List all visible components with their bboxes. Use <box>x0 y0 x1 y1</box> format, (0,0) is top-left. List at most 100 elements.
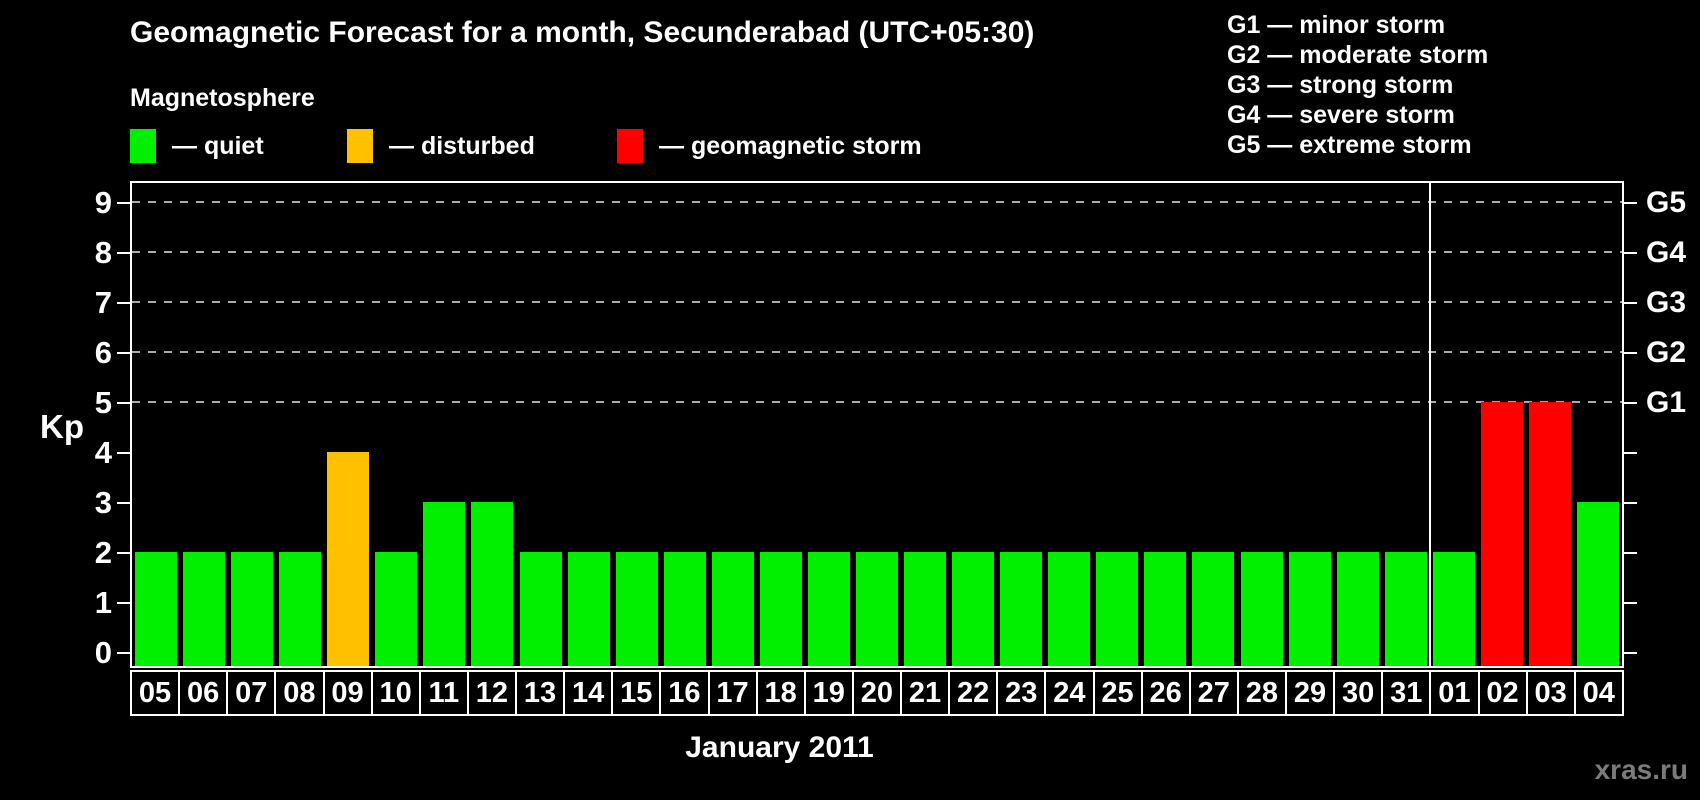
legend-item-disturbed: — disturbed <box>347 128 535 164</box>
day-label-26: 26 <box>1140 670 1191 716</box>
kp-bar-day-11 <box>423 502 466 666</box>
disturbed-color-swatch <box>347 129 373 163</box>
kp-bar-day-08 <box>279 552 322 666</box>
kp-bar-day-03 <box>1528 402 1571 666</box>
g-axis-label-G4: G4 <box>1646 236 1687 269</box>
y-axis-tick-right <box>1624 252 1637 254</box>
gridline-kp-8 <box>132 251 1622 253</box>
kp-bar-day-27 <box>1192 552 1235 666</box>
y-axis-tick-right <box>1624 352 1637 354</box>
kp-bar-day-18 <box>759 552 802 666</box>
kp-bar-day-13 <box>519 552 562 666</box>
y-axis-tick-label: 2 <box>94 535 112 570</box>
day-label-25: 25 <box>1092 670 1143 716</box>
watermark: xras.ru <box>1594 754 1688 785</box>
y-axis-tick-right <box>1624 652 1637 654</box>
g-axis-label-G3: G3 <box>1646 286 1687 319</box>
gridline-kp-5 <box>132 401 1622 403</box>
x-axis-title: January 2011 <box>685 731 874 764</box>
day-label-05: 05 <box>130 670 181 716</box>
y-axis-tick-right <box>1624 302 1637 304</box>
legend-item-label: — disturbed <box>389 131 535 160</box>
y-axis-tick-left <box>117 652 130 654</box>
day-label-01: 01 <box>1429 670 1480 716</box>
y-axis-tick-left <box>117 352 130 354</box>
y-axis-tick-left <box>117 452 130 454</box>
kp-bar-day-01 <box>1432 552 1475 666</box>
y-axis-tick-left <box>117 552 130 554</box>
kp-bar-day-31 <box>1384 552 1427 666</box>
kp-bar-day-23 <box>1000 552 1043 666</box>
day-label-29: 29 <box>1285 670 1336 716</box>
kp-bar-day-24 <box>1048 552 1091 666</box>
day-label-13: 13 <box>515 670 566 716</box>
day-label-14: 14 <box>563 670 614 716</box>
day-label-12: 12 <box>466 670 517 716</box>
day-label-17: 17 <box>707 670 758 716</box>
y-axis-tick-left <box>117 402 130 404</box>
month-separator-line <box>1428 183 1431 666</box>
g-axis-label-G2: G2 <box>1646 336 1687 369</box>
day-label-27: 27 <box>1188 670 1239 716</box>
kp-bar-day-04 <box>1576 502 1619 666</box>
day-label-21: 21 <box>900 670 951 716</box>
day-label-19: 19 <box>803 670 854 716</box>
y-axis-tick-right <box>1624 502 1637 504</box>
y-axis-tick-right <box>1624 202 1637 204</box>
kp-bar-day-02 <box>1480 402 1523 666</box>
day-label-09: 09 <box>322 670 373 716</box>
gridline-kp-6 <box>132 351 1622 353</box>
kp-bar-day-22 <box>952 552 995 666</box>
y-axis-tick-left <box>117 602 130 604</box>
magnetosphere-legend-heading: Magnetosphere <box>130 84 315 112</box>
y-axis-title: Kp <box>40 408 84 445</box>
y-axis-tick-right <box>1624 602 1637 604</box>
legend-item-label: — geomagnetic storm <box>659 131 922 160</box>
day-label-22: 22 <box>948 670 999 716</box>
day-label-02: 02 <box>1477 670 1528 716</box>
legend-item-quiet: — quiet <box>130 128 264 164</box>
y-axis-tick-label: 7 <box>94 285 112 320</box>
day-label-23: 23 <box>996 670 1047 716</box>
day-label-20: 20 <box>851 670 902 716</box>
day-label-18: 18 <box>755 670 806 716</box>
plot-inner <box>132 183 1622 666</box>
y-axis-tick-label: 0 <box>94 635 112 670</box>
g-scale-legend-line: G2 — moderate storm <box>1227 41 1489 69</box>
kp-bar-day-09 <box>327 452 370 666</box>
g-axis-label-G1: G1 <box>1646 386 1687 419</box>
y-axis-tick-right <box>1624 402 1637 404</box>
kp-bar-day-28 <box>1240 552 1283 666</box>
day-label-28: 28 <box>1236 670 1287 716</box>
kp-bar-day-12 <box>471 502 514 666</box>
kp-bar-day-20 <box>856 552 898 666</box>
day-label-03: 03 <box>1525 670 1576 716</box>
gridline-kp-9 <box>132 201 1622 203</box>
g-scale-legend: G1 — minor storm G2 — moderate storm G3 — … <box>1227 10 1488 160</box>
day-label-10: 10 <box>370 670 421 716</box>
kp-bar-day-21 <box>904 552 947 666</box>
day-label-30: 30 <box>1333 670 1384 716</box>
y-axis-tick-label: 1 <box>94 585 112 620</box>
day-label-11: 11 <box>418 670 469 716</box>
y-axis-tick-left <box>117 302 130 304</box>
day-label-31: 31 <box>1381 670 1432 716</box>
day-label-06: 06 <box>178 670 229 716</box>
y-axis-tick-left <box>117 252 130 254</box>
g-scale-legend-line: G4 — severe storm <box>1227 101 1455 129</box>
kp-bar-day-26 <box>1144 552 1187 666</box>
kp-bar-day-29 <box>1288 552 1331 666</box>
day-label-16: 16 <box>659 670 710 716</box>
chart-title: Geomagnetic Forecast for a month, Secund… <box>130 16 1035 49</box>
day-label-24: 24 <box>1044 670 1095 716</box>
g-axis-label-G5: G5 <box>1646 186 1687 219</box>
y-axis-tick-right <box>1624 452 1637 454</box>
kp-bar-day-07 <box>231 552 274 666</box>
y-axis-tick-label: 9 <box>94 185 112 220</box>
y-axis-tick-label: 3 <box>94 485 112 520</box>
legend-item-storm: — geomagnetic storm <box>617 128 922 164</box>
y-axis-tick-right <box>1624 552 1637 554</box>
kp-bar-day-10 <box>375 552 418 666</box>
day-label-07: 07 <box>226 670 277 716</box>
